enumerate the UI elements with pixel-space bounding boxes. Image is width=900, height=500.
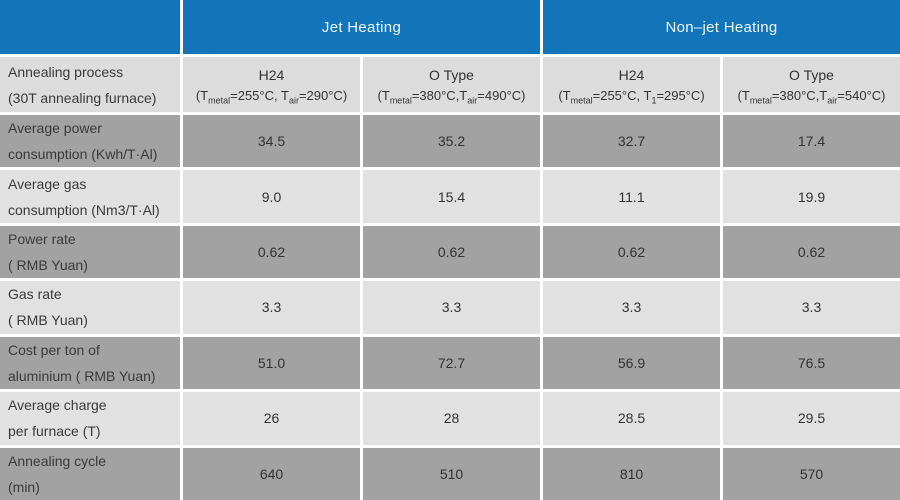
row-label-line2: consumption (Nm3/T·Al) bbox=[8, 201, 160, 218]
value-cell: 17.4 bbox=[723, 115, 900, 168]
column-header-title: O Type bbox=[789, 66, 834, 83]
column-header-jet-o-type: O Type (Tmetal=380°C,Tair=490°C) bbox=[363, 57, 540, 112]
row-label-line2: ( RMB Yuan) bbox=[8, 312, 88, 329]
formula-subscript: metal bbox=[389, 95, 412, 106]
value-cell: 0.62 bbox=[183, 225, 360, 279]
value-cell: 3.3 bbox=[543, 281, 720, 334]
value-cell: 76.5 bbox=[723, 336, 900, 390]
row-label-line2: aluminium ( RMB Yuan) bbox=[8, 367, 156, 384]
value-cell: 3.3 bbox=[183, 281, 360, 334]
column-header-title: H24 bbox=[258, 66, 285, 83]
column-header-formula: (Tmetal=255°C, Tair=290°C) bbox=[196, 86, 347, 106]
column-header-title: H24 bbox=[618, 66, 645, 83]
value-cell: 35.2 bbox=[363, 115, 540, 168]
value-cell: 15.4 bbox=[363, 170, 540, 223]
value-cell: 0.62 bbox=[543, 225, 720, 279]
value-cell: 640 bbox=[183, 447, 360, 500]
formula-part: =295°C) bbox=[656, 87, 705, 103]
column-header-title: O Type bbox=[429, 66, 474, 83]
row-label-line1: Gas rate bbox=[8, 286, 62, 303]
formula-subscript: 1 bbox=[651, 95, 657, 106]
row-label-average-gas-consumption: Average gas consumption (Nm3/T·Al) bbox=[0, 170, 180, 223]
value-cell: 34.5 bbox=[183, 115, 360, 168]
formula-subscript: metal bbox=[749, 95, 772, 106]
formula-subscript: air bbox=[827, 95, 838, 106]
column-header-formula: (Tmetal=380°C,Tair=540°C) bbox=[738, 86, 886, 106]
row-label-line2: (min) bbox=[8, 478, 40, 495]
formula-part: (T bbox=[558, 87, 571, 103]
value-cell: 11.1 bbox=[543, 170, 720, 223]
row-label-line1: Cost per ton of bbox=[8, 341, 100, 358]
formula-subscript: metal bbox=[570, 95, 593, 106]
value-cell: 26 bbox=[183, 392, 360, 445]
value-cell: 9.0 bbox=[183, 170, 360, 223]
formula-part: =490°C) bbox=[477, 87, 526, 103]
formula-part: =380°C,T bbox=[771, 87, 828, 103]
value-cell: 51.0 bbox=[183, 336, 360, 390]
value-cell: 32.7 bbox=[543, 115, 720, 168]
row-label-cost-per-ton: Cost per ton of aluminium ( RMB Yuan) bbox=[0, 336, 180, 390]
value-cell: 3.3 bbox=[363, 281, 540, 334]
group-header-jet-heating: Jet Heating bbox=[183, 0, 540, 54]
formula-part: (T bbox=[377, 87, 390, 103]
value-cell: 19.9 bbox=[723, 170, 900, 223]
row-label-line1: Average power bbox=[8, 120, 102, 137]
value-cell: 29.5 bbox=[723, 392, 900, 445]
row-label-annealing-cycle: Annealing cycle (min) bbox=[0, 447, 180, 500]
value-cell: 510 bbox=[363, 447, 540, 500]
column-header-formula: (Tmetal=255°C, T1=295°C) bbox=[558, 86, 704, 106]
column-header-nonjet-o-type: O Type (Tmetal=380°C,Tair=540°C) bbox=[723, 57, 900, 112]
row-label-line2: consumption (Kwh/T·Al) bbox=[8, 146, 158, 163]
formula-subscript: air bbox=[467, 95, 478, 106]
row-label-line2: ( RMB Yuan) bbox=[8, 257, 88, 274]
row-label-average-power-consumption: Average power consumption (Kwh/T·Al) bbox=[0, 115, 180, 168]
table-corner-cell bbox=[0, 0, 180, 54]
row-label-line1: Annealing cycle bbox=[8, 452, 107, 469]
formula-part: =290°C) bbox=[298, 87, 348, 103]
row-label-power-rate: Power rate ( RMB Yuan) bbox=[0, 225, 180, 279]
column-header-jet-h24: H24 (Tmetal=255°C, Tair=290°C) bbox=[183, 57, 360, 112]
row-label-line1: Average charge bbox=[8, 397, 107, 414]
formula-part: (T bbox=[195, 87, 209, 103]
value-cell: 0.62 bbox=[723, 225, 900, 279]
formula-part: (T bbox=[737, 87, 750, 103]
formula-subscript: metal bbox=[208, 95, 231, 106]
value-cell: 56.9 bbox=[543, 336, 720, 390]
row-header-annealing-process: Annealing process (30T annealing furnace… bbox=[0, 57, 180, 112]
column-header-nonjet-h24: H24 (Tmetal=255°C, T1=295°C) bbox=[543, 57, 720, 112]
formula-part: =380°C,T bbox=[411, 87, 468, 103]
row-header-line2: (30T annealing furnace) bbox=[8, 89, 157, 106]
value-cell: 28.5 bbox=[543, 392, 720, 445]
value-cell: 0.62 bbox=[363, 225, 540, 279]
value-cell: 810 bbox=[543, 447, 720, 500]
formula-part: =255°C, T bbox=[230, 87, 289, 103]
row-label-line1: Power rate bbox=[8, 231, 76, 248]
row-label-gas-rate: Gas rate ( RMB Yuan) bbox=[0, 281, 180, 334]
row-header-line1: Annealing process bbox=[8, 63, 124, 80]
value-cell: 3.3 bbox=[723, 281, 900, 334]
group-header-nonjet-heating: Non–jet Heating bbox=[543, 0, 900, 54]
formula-subscript: air bbox=[288, 95, 299, 106]
formula-part: =540°C) bbox=[837, 87, 886, 103]
value-cell: 72.7 bbox=[363, 336, 540, 390]
row-label-line2: per furnace (T) bbox=[8, 423, 101, 440]
row-label-line1: Average gas bbox=[8, 175, 87, 192]
value-cell: 570 bbox=[723, 447, 900, 500]
formula-part: =255°C, T bbox=[592, 87, 652, 103]
row-label-average-charge: Average charge per furnace (T) bbox=[0, 392, 180, 445]
value-cell: 28 bbox=[363, 392, 540, 445]
column-header-formula: (Tmetal=380°C,Tair=490°C) bbox=[378, 86, 526, 106]
